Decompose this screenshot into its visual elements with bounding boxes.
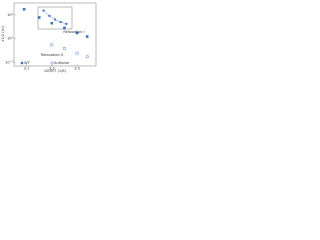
point: [48, 14, 51, 17]
point: [85, 55, 89, 59]
x-axis-label: 1000/T (1/K): [44, 69, 67, 73]
point: [65, 22, 68, 25]
legend-label: WT: [24, 61, 31, 65]
annotation: Relaxation II: [41, 53, 63, 57]
point: [63, 47, 66, 50]
point: [75, 31, 79, 35]
point: [85, 35, 89, 38]
annotation: Relaxation I: [63, 30, 84, 34]
y-tick-label: 10⁰: [7, 37, 14, 41]
x-tick-label: 3.1: [24, 67, 30, 71]
point: [42, 9, 45, 12]
point: [75, 51, 79, 55]
point: [50, 21, 54, 25]
point: [50, 43, 54, 47]
point: [54, 18, 57, 21]
legend-marker: [20, 61, 24, 65]
x-tick-label: 3.3: [49, 67, 55, 71]
y-tick-label: 10²: [7, 13, 14, 17]
point: [22, 7, 26, 11]
y-axis-label: τ1/2 (hr): [1, 26, 5, 42]
point: [37, 16, 41, 19]
inset-line: [43, 10, 67, 25]
page: {"chart_data": [ {"type": "scatter", "lo…: [0, 0, 100, 81]
y-tick-label: 10⁻²: [5, 60, 13, 64]
legend-marker: [50, 61, 54, 65]
legend-label: Antiwise: [54, 61, 70, 65]
x-tick-label: 3.5: [74, 67, 80, 71]
point: [59, 21, 62, 24]
point: [63, 26, 66, 30]
plot-frame: [13, 2, 97, 67]
chart: 1000/T (1/K) τ1/2 (hr) 3.1 3.3 3.5 10⁻² 10⁰ 1…: [1, 2, 97, 73]
